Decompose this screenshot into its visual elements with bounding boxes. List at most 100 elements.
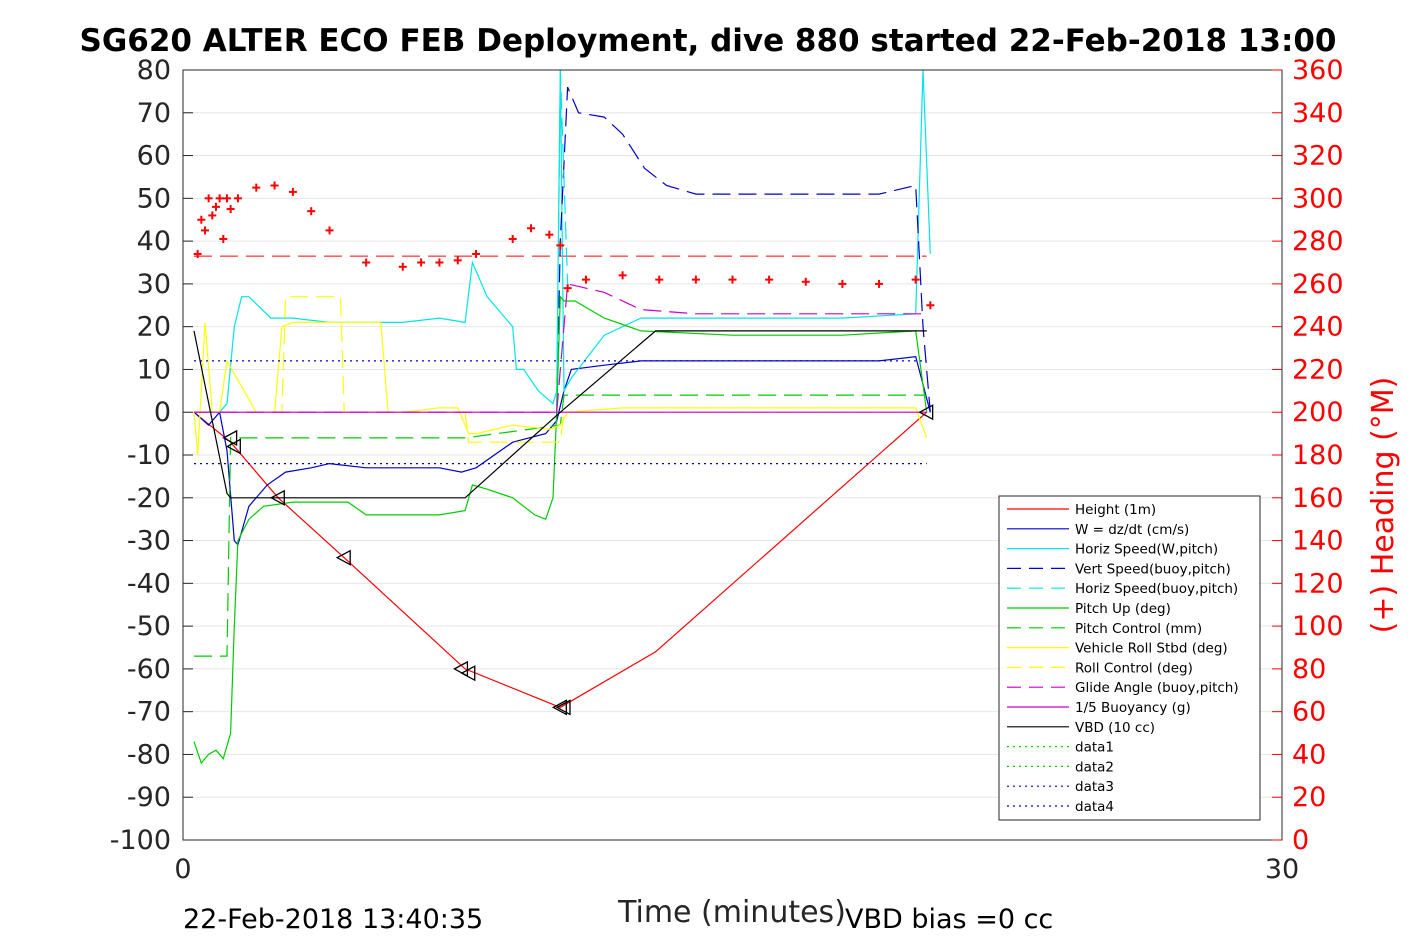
x-axis: 0 30 — [174, 830, 1299, 885]
y-right-tick-label-17: 20 — [1292, 782, 1326, 813]
heading-marker-31 — [728, 275, 737, 284]
y-left-tick-label-13: -50 — [127, 611, 171, 642]
legend-label-12: data1 — [1075, 740, 1114, 756]
series-line-3 — [556, 86, 931, 413]
series-line-2 — [219, 69, 931, 413]
triangle-marker-1 — [225, 438, 241, 455]
y-right-tick-label-5: 260 — [1292, 269, 1344, 300]
y-right-tick-label-8: 200 — [1292, 397, 1344, 428]
heading-marker-20 — [453, 256, 462, 265]
y-left-tick-label-5: 30 — [137, 269, 171, 300]
y-left-tick-label-12: -40 — [127, 568, 171, 599]
series-line-8 — [194, 296, 927, 443]
y-left-tick-label-10: -20 — [127, 483, 171, 514]
y-right-tick-label-16: 40 — [1292, 739, 1326, 770]
y-left-tick-label-3: 50 — [137, 183, 171, 214]
y-right-tick-label-2: 320 — [1292, 141, 1344, 172]
y-right-tick-label-3: 300 — [1292, 183, 1344, 214]
heading-marker-22 — [508, 234, 517, 243]
heading-marker-1 — [197, 215, 206, 224]
heading-marker-19 — [435, 258, 444, 267]
heading-marker-21 — [472, 249, 481, 258]
heading-marker-28 — [618, 271, 627, 280]
heading-marker-36 — [911, 275, 920, 284]
y-left-tick-label-18: -100 — [110, 825, 171, 856]
y-left-tick-label-11: -30 — [127, 526, 171, 557]
heading-marker-0 — [193, 249, 202, 258]
y-left-tick-label-4: 40 — [137, 226, 171, 257]
markers-group — [193, 181, 935, 716]
triangle-marker-2 — [269, 489, 285, 506]
y-right-tick-label-7: 220 — [1292, 354, 1344, 385]
series-line-9 — [194, 283, 927, 413]
triangle-marker-4 — [453, 660, 469, 677]
y-right-tick-label-14: 80 — [1292, 654, 1326, 685]
heading-marker-37 — [926, 301, 935, 310]
heading-marker-35 — [875, 279, 884, 288]
legend-label-8: Roll Control (deg) — [1075, 660, 1193, 676]
heading-marker-8 — [222, 194, 231, 203]
y-left-tick-label-14: -60 — [127, 654, 171, 685]
heading-marker-24 — [545, 230, 554, 239]
heading-marker-18 — [417, 258, 426, 267]
heading-marker-13 — [288, 187, 297, 196]
y-left-tick-label-7: 10 — [137, 354, 171, 385]
heading-marker-11 — [252, 183, 261, 192]
legend-label-13: data2 — [1075, 759, 1114, 775]
legend-label-4: Horiz Speed(buoy,pitch) — [1075, 581, 1238, 597]
legend-label-15: data4 — [1075, 799, 1114, 815]
y-left-tick-label-9: -10 — [127, 440, 171, 471]
footer-timestamp: 22-Feb-2018 13:40:35 — [183, 904, 483, 935]
series-group — [193, 69, 931, 765]
legend-label-0: Height (1m) — [1075, 502, 1156, 518]
triangle-marker-7 — [555, 699, 571, 716]
triangle-marker-0 — [222, 429, 238, 446]
heading-marker-30 — [691, 275, 700, 284]
heading-marker-5 — [211, 202, 220, 211]
y-axis-right-label: (+) Heading (°M) — [1366, 377, 1401, 634]
heading-marker-12 — [270, 181, 279, 190]
y-left-tick-label-1: 70 — [137, 98, 171, 129]
legend-label-9: Glide Angle (buoy,pitch) — [1075, 680, 1239, 696]
triangle-marker-5 — [460, 665, 476, 682]
y-right-tick-label-12: 120 — [1292, 568, 1344, 599]
y-right-tick-label-6: 240 — [1292, 312, 1344, 343]
heading-marker-3 — [204, 194, 213, 203]
y-right-tick-label-11: 140 — [1292, 526, 1344, 557]
heading-marker-6 — [215, 194, 224, 203]
heading-marker-16 — [362, 258, 371, 267]
y-right-tick-label-15: 60 — [1292, 697, 1326, 728]
heading-marker-29 — [655, 275, 664, 284]
heading-marker-15 — [325, 226, 334, 235]
y-left-tick-label-15: -70 — [127, 697, 171, 728]
y-right-tick-label-13: 100 — [1292, 611, 1344, 642]
y-right-tick-label-10: 160 — [1292, 483, 1344, 514]
y-right-tick-label-1: 340 — [1292, 98, 1344, 129]
y-right-tick-label-9: 180 — [1292, 440, 1344, 471]
heading-marker-23 — [527, 224, 536, 233]
legend-label-10: 1/5 Buoyancy (g) — [1075, 700, 1191, 716]
heading-marker-17 — [398, 262, 407, 271]
series-line-11 — [193, 330, 927, 499]
y-left-tick-label-6: 20 — [137, 312, 171, 343]
y-left-tick-label-2: 60 — [137, 141, 171, 172]
legend-box — [998, 495, 1261, 821]
legend-label-5: Pitch Up (deg) — [1075, 601, 1171, 617]
legend: Height (1m) W = dz/dt (cm/s) Horiz Speed(W… — [998, 495, 1261, 821]
legend-label-7: Vehicle Roll Stbd (deg) — [1075, 641, 1228, 657]
heading-marker-14 — [307, 207, 316, 216]
footer-vbd-bias: VBD bias =0 cc — [845, 904, 1053, 935]
y-right-tick-label-0: 360 — [1292, 55, 1344, 86]
y-axis-right: 3603403203002802602402202001801601401201… — [1272, 55, 1344, 856]
heading-marker-25 — [556, 241, 565, 250]
heading-marker-10 — [233, 194, 242, 203]
series-line-1 — [193, 355, 931, 547]
y-left-tick-label-17: -90 — [127, 782, 171, 813]
y-left-tick-label-16: -80 — [127, 739, 171, 770]
triangle-marker-8 — [918, 404, 934, 421]
heading-marker-26 — [563, 284, 572, 293]
heading-marker-33 — [801, 277, 810, 286]
legend-label-14: data3 — [1075, 779, 1114, 795]
heading-marker-9 — [226, 205, 235, 214]
